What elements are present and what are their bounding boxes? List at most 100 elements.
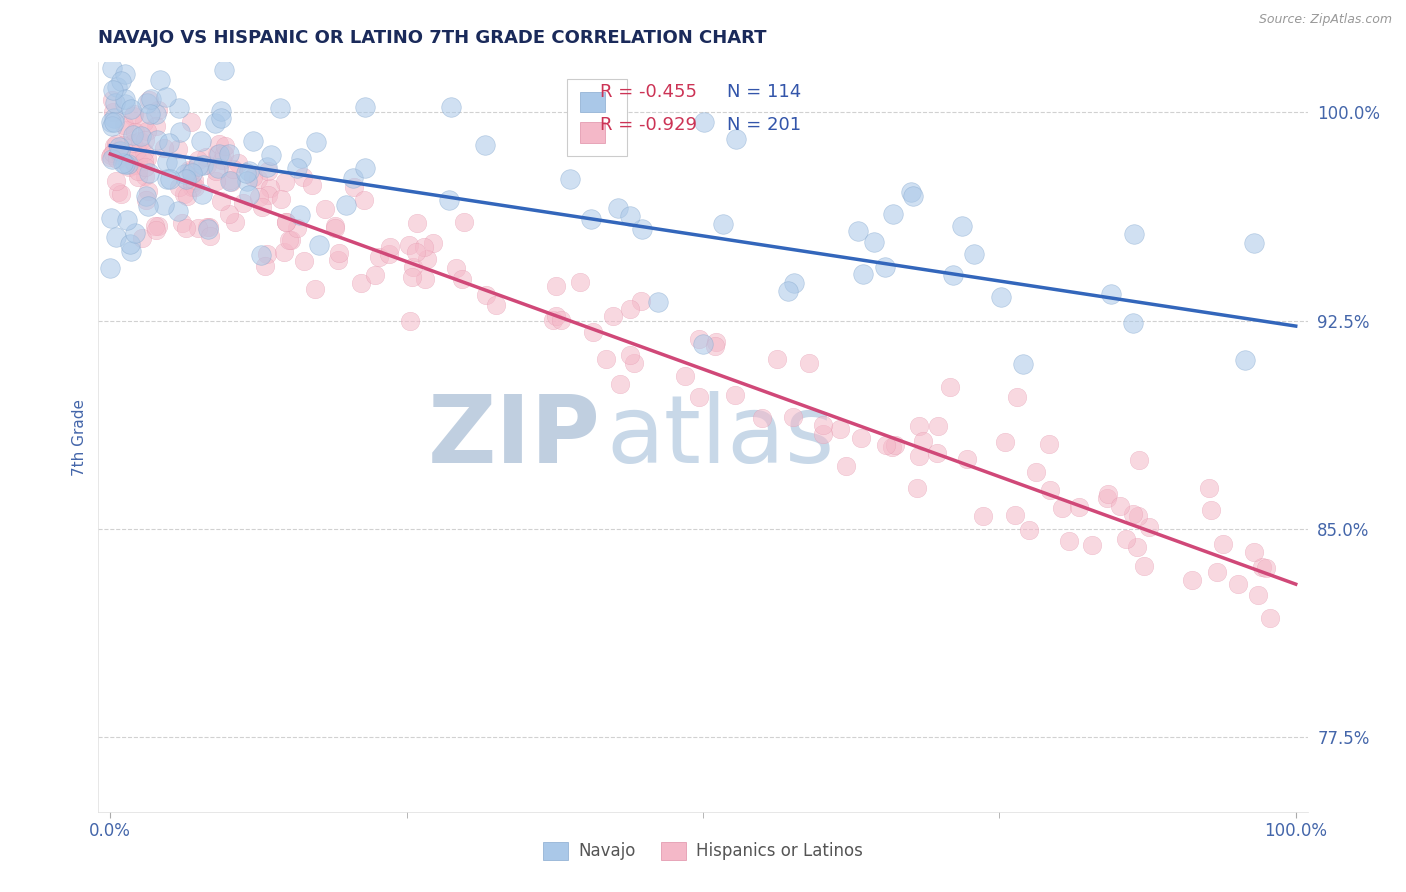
Point	[1256, 561, 1278, 575]
Point	[1109, 499, 1132, 513]
Point	[132, 154, 155, 169]
Point	[208, 146, 231, 161]
Point	[136, 124, 159, 138]
Point	[153, 141, 176, 155]
Point	[813, 427, 835, 442]
Point	[139, 92, 162, 106]
Point	[972, 508, 994, 523]
Point	[219, 175, 242, 189]
Point	[156, 155, 179, 169]
Point	[219, 174, 242, 188]
Point	[112, 118, 135, 132]
Point	[242, 169, 264, 184]
Point	[835, 458, 858, 473]
Point	[911, 434, 934, 449]
Point	[963, 247, 986, 261]
Point	[170, 216, 193, 230]
Point	[451, 272, 474, 286]
Point	[146, 103, 169, 118]
Point	[122, 154, 145, 169]
Point	[114, 92, 136, 106]
Point	[146, 219, 169, 233]
Point	[115, 213, 138, 227]
Point	[247, 190, 270, 204]
Point	[110, 73, 132, 87]
Point	[323, 221, 346, 235]
Point	[308, 238, 330, 252]
Point	[1122, 507, 1144, 521]
Point	[990, 290, 1012, 304]
Point	[301, 178, 323, 193]
Point	[250, 200, 273, 214]
Point	[399, 314, 422, 328]
Point	[174, 220, 197, 235]
Point	[180, 115, 202, 129]
Point	[546, 309, 568, 323]
Point	[1126, 540, 1149, 554]
Point	[101, 153, 124, 167]
Text: R = -0.929: R = -0.929	[600, 116, 697, 135]
Point	[782, 409, 804, 424]
Point	[364, 268, 387, 282]
Point	[209, 194, 232, 209]
Point	[114, 67, 136, 81]
Point	[294, 254, 316, 268]
Point	[1205, 565, 1227, 579]
Point	[270, 192, 292, 206]
Point	[475, 287, 498, 301]
Point	[1123, 227, 1146, 241]
Point	[328, 246, 350, 260]
Point	[927, 419, 949, 434]
Point	[269, 101, 291, 115]
Point	[1115, 533, 1137, 547]
Point	[110, 186, 132, 201]
Point	[285, 161, 308, 176]
Point	[416, 252, 439, 266]
Point	[143, 219, 166, 234]
Point	[285, 220, 308, 235]
Point	[108, 148, 131, 162]
Point	[101, 105, 124, 120]
Point	[1137, 520, 1160, 534]
Point	[101, 119, 124, 133]
Point	[238, 163, 260, 178]
Point	[173, 167, 195, 181]
Point	[218, 206, 240, 220]
Point	[136, 151, 159, 165]
Point	[115, 123, 138, 137]
Point	[169, 180, 191, 194]
Point	[187, 153, 209, 168]
Point	[353, 193, 375, 207]
Text: N = 201: N = 201	[727, 116, 801, 135]
Point	[205, 164, 228, 178]
Point	[1243, 545, 1265, 559]
Point	[207, 161, 229, 175]
Point	[725, 131, 748, 145]
Point	[406, 216, 429, 230]
Point	[401, 269, 423, 284]
Point	[157, 136, 180, 150]
Point	[811, 418, 834, 433]
Point	[195, 220, 218, 235]
Point	[165, 155, 187, 169]
Point	[900, 185, 922, 199]
Point	[908, 450, 931, 464]
Point	[412, 240, 434, 254]
Point	[350, 276, 373, 290]
Point	[218, 146, 240, 161]
Point	[485, 298, 508, 312]
Point	[711, 217, 734, 231]
Point	[181, 179, 204, 194]
Point	[609, 376, 631, 391]
Point	[259, 181, 281, 195]
Point	[122, 109, 145, 123]
Point	[222, 161, 245, 176]
Point	[104, 174, 127, 188]
Point	[108, 145, 131, 159]
Point	[136, 199, 159, 213]
Point	[704, 339, 727, 353]
Point	[101, 93, 124, 107]
Point	[343, 180, 366, 194]
Point	[180, 166, 202, 180]
Point	[783, 276, 806, 290]
